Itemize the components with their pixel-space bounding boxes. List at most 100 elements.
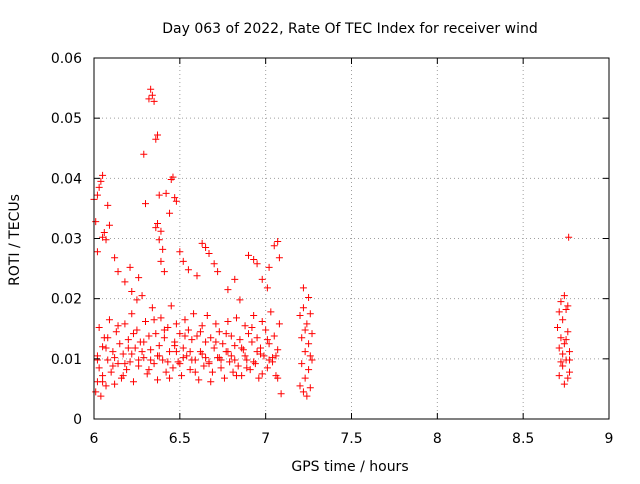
- data-point: [202, 354, 210, 362]
- data-point: [557, 358, 565, 366]
- data-point: [172, 320, 180, 328]
- data-point: [162, 368, 170, 376]
- data-point: [154, 219, 162, 227]
- data-point: [154, 131, 162, 139]
- data-point: [179, 354, 187, 362]
- data-point: [99, 372, 107, 380]
- data-point: [301, 326, 309, 334]
- data-point: [296, 312, 304, 320]
- data-point: [564, 302, 572, 310]
- data-point: [135, 362, 143, 370]
- data-point: [150, 97, 158, 105]
- data-point: [298, 334, 306, 342]
- data-point: [299, 284, 307, 292]
- x-tick-label: 6: [90, 431, 99, 447]
- data-point: [562, 336, 570, 344]
- data-point: [104, 356, 112, 364]
- data-point: [119, 350, 127, 358]
- x-tick-label: 8.5: [512, 431, 534, 447]
- data-point: [193, 272, 201, 280]
- data-point: [262, 326, 270, 334]
- data-point: [92, 218, 100, 226]
- y-tick-label: 0.01: [51, 352, 82, 368]
- x-tick-label: 7.5: [340, 431, 362, 447]
- data-point: [265, 340, 273, 348]
- data-point: [138, 292, 146, 300]
- data-point: [121, 320, 129, 328]
- data-point: [241, 322, 249, 330]
- data-point: [226, 358, 234, 366]
- data-point: [152, 224, 160, 232]
- data-point: [160, 268, 168, 276]
- data-point: [205, 250, 213, 258]
- data-point: [557, 298, 565, 306]
- data-point: [99, 343, 107, 351]
- data-point: [227, 332, 235, 340]
- data-point: [140, 338, 148, 346]
- data-point: [181, 332, 189, 340]
- data-point: [92, 388, 100, 396]
- data-point: [243, 356, 251, 364]
- data-point: [111, 254, 119, 262]
- data-point: [566, 356, 574, 364]
- data-point: [207, 334, 215, 342]
- data-point: [198, 239, 206, 247]
- data-point: [133, 296, 141, 304]
- data-point: [236, 296, 244, 304]
- data-point: [555, 344, 563, 352]
- data-point: [205, 358, 213, 366]
- data-point: [243, 364, 251, 372]
- data-point: [147, 356, 155, 364]
- data-point: [559, 316, 567, 324]
- data-point: [251, 360, 259, 368]
- data-point: [100, 228, 108, 236]
- data-point: [119, 372, 127, 380]
- x-tick-label: 9: [605, 431, 614, 447]
- data-point: [277, 390, 285, 398]
- data-point: [107, 368, 115, 376]
- data-point: [150, 360, 158, 368]
- data-point: [176, 360, 184, 368]
- data-point: [142, 318, 149, 326]
- data-point: [566, 348, 574, 356]
- data-point: [263, 284, 271, 292]
- data-point: [111, 380, 119, 388]
- data-point: [198, 322, 206, 330]
- data-point: [557, 334, 565, 342]
- data-point: [274, 238, 282, 246]
- data-point: [164, 358, 172, 366]
- data-point: [560, 340, 568, 348]
- data-point: [217, 364, 225, 372]
- data-point: [114, 322, 122, 330]
- data-point: [303, 320, 311, 328]
- data-point: [186, 348, 194, 356]
- data-point: [172, 197, 180, 205]
- data-point: [109, 362, 117, 370]
- data-point: [124, 336, 132, 344]
- data-point: [128, 287, 136, 295]
- data-point: [154, 352, 162, 360]
- x-tick-label: 8: [433, 431, 442, 447]
- data-point: [159, 356, 167, 364]
- data-point: [124, 344, 132, 352]
- data-point: [308, 330, 316, 338]
- data-point: [131, 344, 139, 352]
- data-point: [306, 384, 314, 392]
- data-point: [299, 388, 307, 396]
- data-point: [159, 245, 167, 253]
- data-point: [95, 324, 103, 332]
- y-tick-label: 0.04: [51, 171, 82, 187]
- data-point: [152, 135, 160, 143]
- data-point: [210, 344, 218, 352]
- data-point: [104, 334, 112, 342]
- data-point: [99, 171, 107, 179]
- data-point: [231, 342, 239, 350]
- grid-lines: [94, 58, 609, 419]
- data-point: [140, 150, 148, 158]
- data-point: [148, 91, 156, 99]
- data-point: [257, 350, 265, 358]
- data-point: [129, 378, 137, 386]
- data-point: [229, 368, 237, 376]
- data-point: [298, 360, 306, 368]
